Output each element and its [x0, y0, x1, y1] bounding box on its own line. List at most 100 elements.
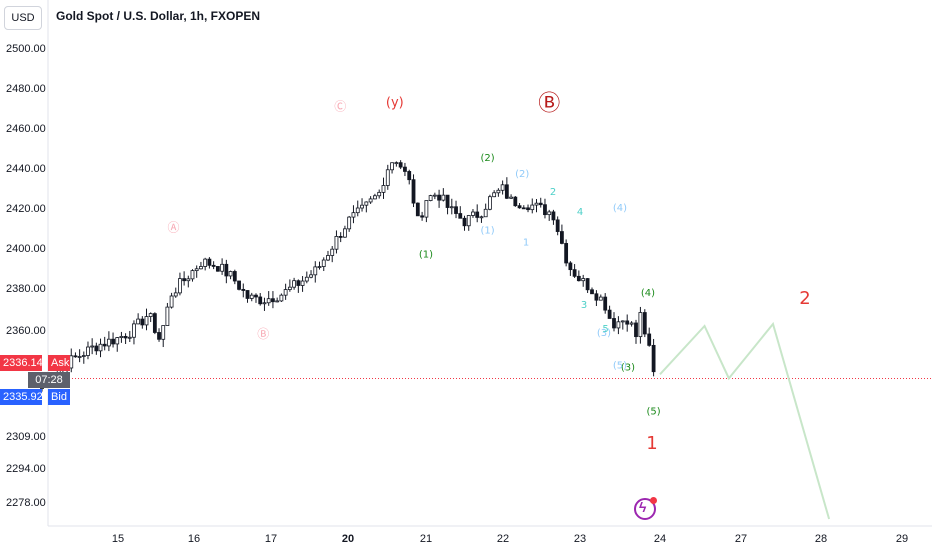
y-tick-label: 2294.00: [6, 463, 46, 475]
candle-body: [634, 322, 638, 338]
candle-body: [161, 325, 166, 340]
candle-body: [530, 204, 535, 211]
candle-body: [355, 207, 360, 214]
x-tick-label: 20: [342, 533, 354, 545]
wave-label: Ⓑ: [538, 91, 560, 116]
candle-body: [492, 192, 497, 198]
candle-body: [127, 336, 132, 339]
candle-body: [373, 195, 377, 200]
candle-body: [504, 184, 509, 199]
wave-label: Ⓐ: [167, 220, 179, 234]
currency-button[interactable]: USD: [4, 6, 42, 30]
candle-body: [547, 211, 552, 216]
wave-label: 5: [602, 324, 608, 335]
wave-label: (1): [481, 225, 495, 236]
y-tick-label: 2309.00: [6, 431, 46, 443]
candle-body: [69, 355, 74, 369]
candle-body: [106, 338, 111, 347]
candle-body: [343, 228, 347, 238]
candle-body: [232, 271, 237, 282]
candle-body: [157, 332, 161, 340]
y-tick-label: 2400.00: [6, 243, 46, 255]
wave-label: (1): [419, 249, 433, 260]
candle-body: [98, 343, 103, 352]
candle-body: [119, 335, 124, 338]
wave-label: 1: [523, 237, 529, 248]
candle-body: [81, 355, 86, 357]
candle-body: [211, 264, 216, 267]
x-tick-label: 22: [497, 533, 509, 545]
wave-label: (3): [597, 328, 611, 339]
candle-body: [186, 278, 191, 282]
candle-body: [152, 313, 157, 333]
candle-body: [488, 196, 492, 210]
candle-body: [581, 278, 586, 282]
candle-body: [364, 201, 369, 206]
candle-body: [398, 162, 403, 168]
candle-body: [165, 306, 170, 326]
candle-body: [598, 296, 603, 301]
x-tick-label: 29: [896, 533, 908, 545]
candle-body: [245, 290, 250, 299]
wave-label: (4): [613, 203, 627, 214]
wave-label: 2: [550, 187, 556, 198]
bid-price-tag: 2335.92: [0, 389, 43, 405]
candle-body: [551, 211, 556, 221]
candle-body: [203, 258, 208, 267]
candle-body: [441, 194, 446, 201]
candle-body: [173, 292, 178, 297]
y-tick-label: 2380.00: [6, 283, 46, 295]
candle-body: [432, 194, 437, 197]
candle-body: [449, 206, 454, 209]
wave-label: Ⓒ: [334, 99, 346, 113]
ask-price-tag: 2336.14: [0, 355, 43, 371]
bolt-icon[interactable]: ϟ: [634, 497, 657, 520]
candle-body: [224, 263, 229, 277]
candle-body: [94, 345, 99, 352]
candle-body: [283, 289, 288, 296]
candle-body: [279, 294, 284, 302]
y-tick-label: 2420.00: [6, 203, 46, 215]
candle-body: [437, 194, 441, 201]
wave-label: Ⓑ: [257, 327, 269, 341]
candle-body: [102, 343, 107, 347]
candle-body: [560, 231, 564, 244]
candle-body: [629, 322, 634, 325]
candle-body: [607, 309, 612, 319]
candle-body: [296, 280, 301, 286]
wave-label: (4): [641, 288, 655, 299]
x-tick-label: 16: [188, 533, 200, 545]
candle-body: [454, 206, 458, 214]
x-tick-label: 21: [420, 533, 432, 545]
candle-body: [616, 321, 621, 329]
candle-body: [190, 270, 195, 280]
x-tick-label: 15: [112, 533, 124, 545]
candle-body: [576, 275, 581, 282]
candle-body: [462, 217, 467, 227]
candle-body: [194, 268, 199, 272]
candle-body: [123, 335, 128, 339]
candle-body: [415, 202, 420, 217]
candle-body: [351, 212, 356, 218]
candle-body: [249, 294, 254, 299]
candle-body: [543, 204, 547, 216]
candle-body: [638, 312, 643, 338]
candle-body: [407, 171, 412, 181]
wave-label: 1: [646, 433, 657, 454]
candle-body: [572, 269, 577, 277]
candle-body: [513, 196, 518, 207]
candle-body: [594, 293, 599, 301]
candle-body: [220, 263, 225, 272]
candle-body: [207, 258, 212, 266]
candle-body: [115, 337, 120, 345]
candle-body: [237, 280, 241, 290]
candle-body: [86, 346, 90, 356]
candle-body: [338, 236, 343, 238]
candle-body: [555, 219, 560, 232]
candle-body: [568, 262, 573, 271]
candle-body: [304, 276, 309, 282]
wave-label: (2): [515, 169, 529, 180]
candle-body: [258, 296, 263, 305]
candle-body: [509, 196, 513, 199]
